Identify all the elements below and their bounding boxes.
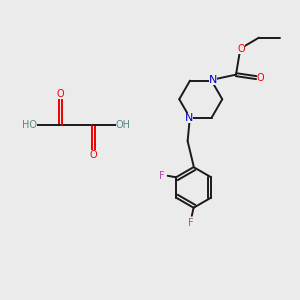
Text: O: O [57,89,64,99]
Text: O: O [238,44,245,54]
Text: N: N [208,75,217,85]
Text: O: O [257,73,264,82]
Text: F: F [159,171,164,181]
Text: F: F [188,218,194,228]
Text: N: N [184,113,193,124]
Text: HO: HO [22,120,37,130]
Text: OH: OH [116,120,131,130]
Text: O: O [89,150,97,160]
